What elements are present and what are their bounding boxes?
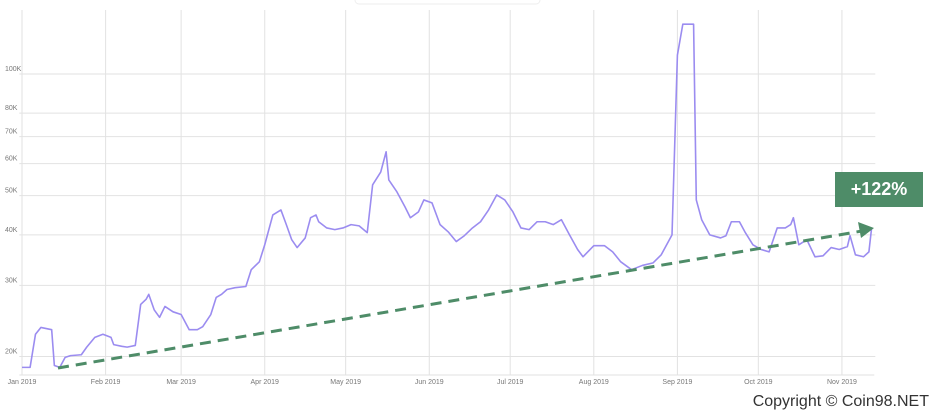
x-tick-label: Feb 2019 xyxy=(91,379,121,386)
y-tick-label: 30K xyxy=(5,277,18,284)
y-tick-label: 40K xyxy=(5,227,18,234)
trend-line xyxy=(57,229,863,370)
x-tick-label: Sep 2019 xyxy=(662,379,692,386)
y-tick-label: 100K xyxy=(5,66,22,73)
y-tick-label: 50K xyxy=(5,188,18,195)
price-line xyxy=(22,23,873,369)
y-tick-label: 70K xyxy=(5,129,18,136)
x-tick-label: Oct 2019 xyxy=(744,379,773,386)
annotation-box xyxy=(835,172,923,207)
trend-arrow xyxy=(57,222,874,370)
copyright: Copyright © Coin98.NET xyxy=(753,393,930,410)
plot xyxy=(22,23,873,369)
annotation: +122% xyxy=(851,179,908,199)
top-tab xyxy=(354,0,541,5)
y-tick-label: 80K xyxy=(5,105,18,112)
x-tick-label: Apr 2019 xyxy=(251,379,280,386)
x-tick-label: Jun 2019 xyxy=(415,379,444,386)
arrow-head xyxy=(858,222,874,238)
y-tick-label: 60K xyxy=(5,156,18,163)
x-tick-label: Nov 2019 xyxy=(827,379,857,386)
x-tick-label: Jan 2019 xyxy=(8,379,37,386)
y-tick-label: 20K xyxy=(5,349,18,356)
x-tick-label: Aug 2019 xyxy=(579,379,609,386)
x-tick-label: May 2019 xyxy=(330,379,361,386)
x-tick-label: Jul 2019 xyxy=(497,379,524,386)
x-tick-label: Mar 2019 xyxy=(166,379,196,386)
